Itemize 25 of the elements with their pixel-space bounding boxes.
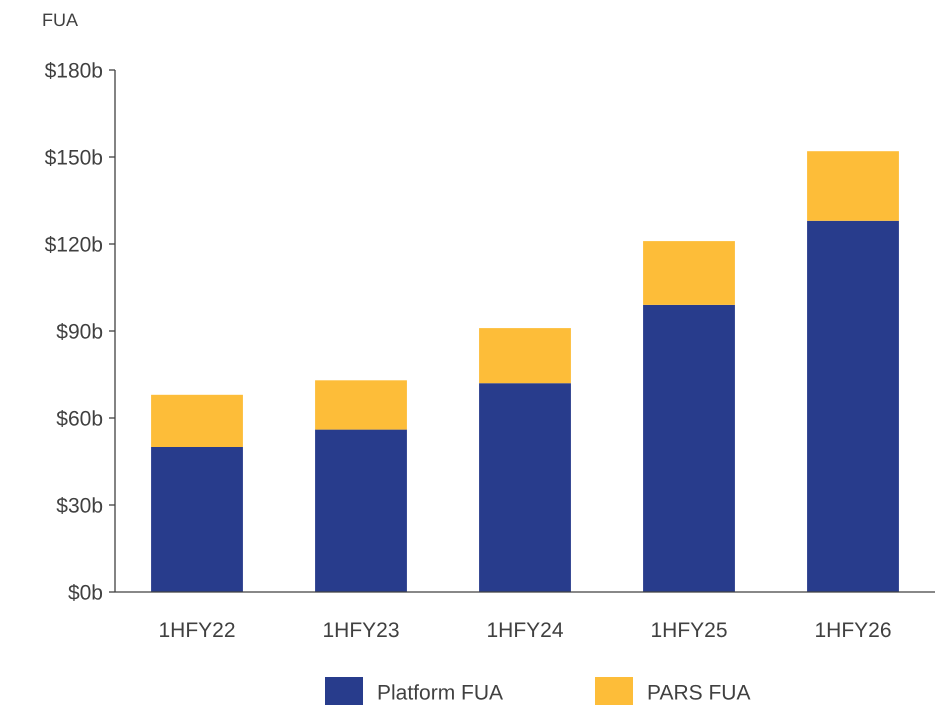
bar	[479, 328, 571, 384]
y-tick-label: $180b	[44, 59, 103, 82]
x-tick-label: 1HFY23	[322, 619, 400, 642]
x-tick-label: 1HFY26	[814, 619, 892, 642]
bar	[315, 380, 407, 430]
bar	[643, 241, 735, 305]
y-tick-label: $30b	[56, 494, 103, 518]
bar	[479, 383, 571, 592]
legend-label: PARS FUA	[647, 681, 750, 704]
x-tick-label: 1HFY25	[650, 619, 728, 642]
y-tick-label: $120b	[44, 233, 103, 256]
x-tick-label: 1HFY24	[486, 619, 564, 642]
y-axis-title: FUA	[42, 10, 78, 30]
legend-label: Platform FUA	[377, 681, 504, 704]
y-tick-label: $60b	[56, 407, 103, 430]
bar	[151, 394, 243, 447]
y-tick-label: $90b	[56, 320, 103, 344]
bar	[807, 151, 899, 221]
x-tick-label: 1HFY22	[158, 619, 236, 642]
y-tick-label: $150b	[44, 146, 103, 170]
bar	[643, 304, 735, 592]
bar	[315, 430, 407, 592]
bar	[151, 447, 243, 592]
bar	[807, 220, 899, 592]
y-tick-label: $0b	[68, 581, 103, 604]
